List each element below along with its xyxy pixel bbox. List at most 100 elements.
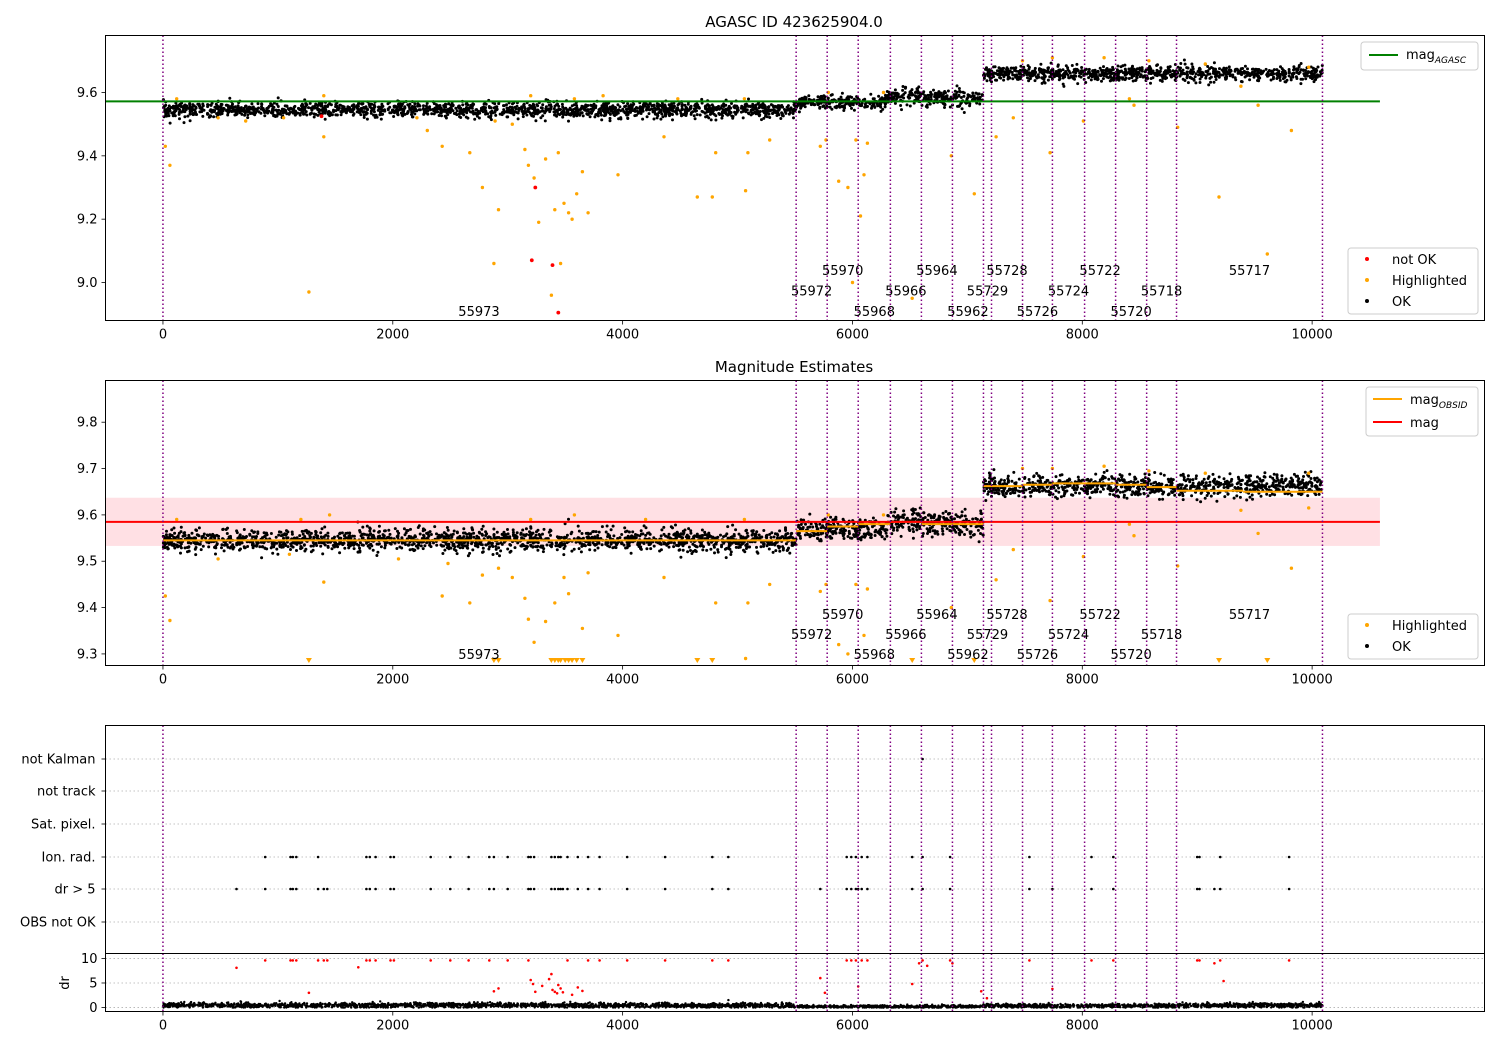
- highlighted-point: [163, 144, 167, 148]
- ok-point: [733, 104, 737, 108]
- ok-point: [604, 530, 608, 534]
- ok-point: [673, 104, 676, 108]
- ok-point: [379, 545, 383, 549]
- ok-point: [541, 544, 545, 548]
- ok-point: [396, 111, 399, 115]
- highlighted-point: [425, 128, 429, 133]
- highlighted-point: [865, 141, 870, 145]
- ok-point: [455, 530, 459, 534]
- highlighted-point: [695, 195, 699, 199]
- ok-point: [1185, 70, 1189, 74]
- ok-point: [319, 531, 323, 535]
- ok-point: [840, 91, 844, 95]
- ok-point: [1001, 66, 1005, 70]
- ok-point: [875, 102, 879, 106]
- ok-point: [642, 101, 646, 105]
- ok-point: [597, 530, 601, 534]
- ok-point: [427, 534, 431, 538]
- ok-point: [600, 543, 604, 547]
- ok-point: [476, 110, 480, 114]
- highlighted-point: [1127, 97, 1132, 101]
- ok-point: [675, 530, 679, 534]
- ok-point: [1027, 65, 1031, 69]
- ok-point: [686, 102, 690, 106]
- ok-point: [769, 103, 773, 107]
- ok-point: [359, 534, 363, 538]
- ok-point: [955, 84, 959, 88]
- ok-point: [852, 108, 856, 112]
- ok-point: [870, 106, 873, 110]
- ok-point: [311, 541, 315, 545]
- ok-point: [549, 533, 552, 537]
- ok-point: [1207, 83, 1211, 87]
- ok-point: [1124, 70, 1128, 74]
- ok-point: [536, 104, 540, 108]
- ok-point: [428, 530, 432, 534]
- ok-point: [476, 545, 480, 549]
- ok-point: [974, 91, 978, 95]
- ok-point: [172, 526, 176, 530]
- ok-point: [547, 103, 551, 107]
- ok-point: [471, 109, 475, 113]
- ok-point: [312, 115, 316, 119]
- ok-point: [1315, 69, 1319, 72]
- ok-point: [585, 112, 589, 116]
- ok-point: [596, 546, 600, 550]
- ok-point: [676, 108, 680, 112]
- ok-point: [290, 530, 294, 534]
- ok-point: [315, 544, 319, 547]
- ok-point: [423, 544, 427, 548]
- ok-point: [550, 542, 554, 546]
- ok-point: [321, 552, 325, 556]
- ok-point: [477, 116, 481, 120]
- ok-point: [442, 531, 446, 535]
- ok-point: [437, 114, 441, 117]
- ok-point: [436, 107, 440, 110]
- ok-point: [323, 525, 327, 529]
- ok-point: [344, 107, 348, 111]
- ok-point: [372, 107, 376, 111]
- ok-point: [768, 116, 772, 119]
- ok-point: [541, 550, 545, 554]
- ok-point: [388, 536, 391, 540]
- ok-point: [484, 534, 488, 537]
- ok-point: [584, 531, 588, 535]
- ok-point: [703, 530, 707, 534]
- ok-point: [301, 536, 305, 540]
- ok-point: [1112, 76, 1116, 80]
- ok-point: [1123, 63, 1127, 67]
- ok-point: [1071, 76, 1075, 80]
- ok-point: [625, 110, 629, 114]
- ok-point: [1151, 76, 1155, 80]
- ok-point: [369, 542, 373, 546]
- ok-point: [819, 95, 823, 99]
- ok-point: [322, 535, 326, 539]
- ok-point: [515, 531, 519, 535]
- ok-point: [339, 113, 343, 117]
- ok-point: [250, 102, 254, 106]
- ok-point: [215, 533, 219, 537]
- ok-point: [358, 541, 362, 545]
- ok-point: [529, 525, 533, 529]
- ok-point: [492, 533, 496, 537]
- ok-point: [555, 535, 559, 539]
- ok-point: [1255, 68, 1259, 71]
- legend-ok-label: OK: [1392, 295, 1411, 310]
- ok-point: [780, 111, 784, 115]
- ok-point: [1058, 75, 1061, 79]
- ok-point: [484, 102, 488, 106]
- ok-point: [541, 103, 545, 107]
- ok-point: [596, 114, 600, 118]
- ok-point: [1223, 68, 1227, 72]
- ok-point: [1313, 74, 1317, 78]
- ok-point: [374, 113, 378, 117]
- highlighted-point: [566, 211, 571, 215]
- ok-point: [647, 112, 651, 116]
- ok-point: [961, 90, 965, 94]
- ok-point: [291, 111, 295, 115]
- ok-point: [243, 546, 246, 550]
- ok-point: [683, 111, 687, 115]
- ok-point: [600, 525, 604, 529]
- obsid-label: 55968: [854, 305, 895, 320]
